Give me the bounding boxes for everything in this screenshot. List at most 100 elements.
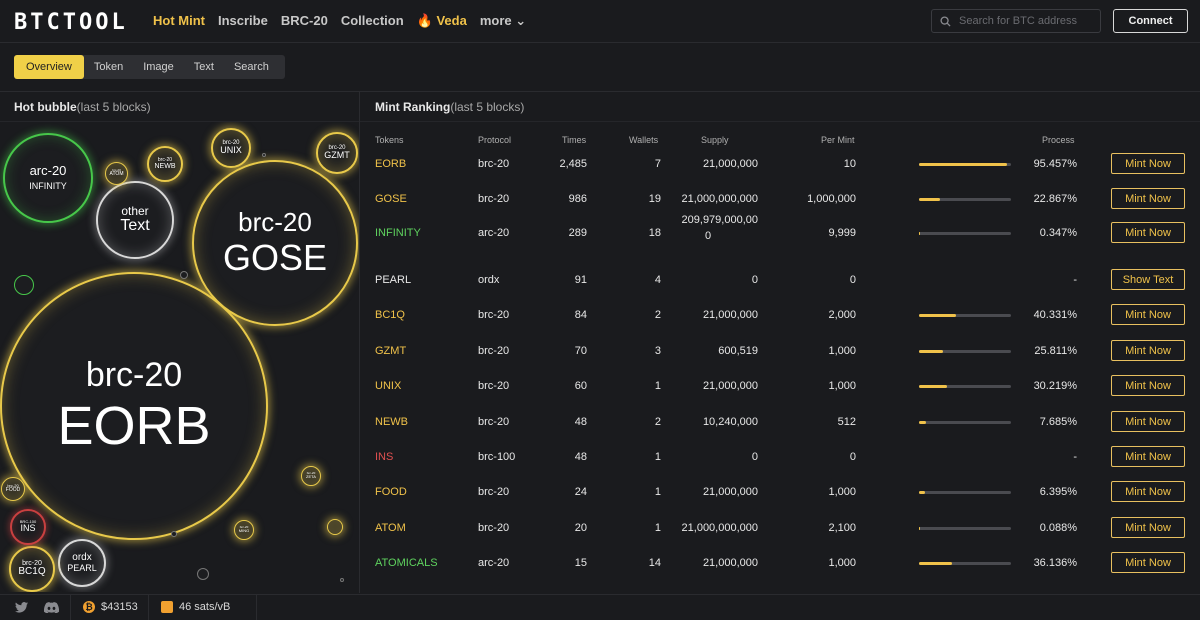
protocol-cell: brc-20 xyxy=(478,522,510,534)
mint-now-button[interactable]: Mint Now xyxy=(1111,375,1185,396)
mint-now-button[interactable]: Mint Now xyxy=(1111,446,1185,467)
tab-search[interactable]: Search xyxy=(233,61,269,73)
token-name[interactable]: GOSE xyxy=(375,193,407,205)
bubble-atom[interactable]: brc-20 ATOM xyxy=(105,162,128,185)
times-cell: 48 xyxy=(574,416,587,428)
token-name[interactable]: INFINITY xyxy=(375,227,421,239)
mint-now-button[interactable]: Mint Now xyxy=(1111,481,1185,502)
bubble-eorb[interactable]: brc-20 EORB xyxy=(0,272,268,540)
show-text-button[interactable]: Show Text xyxy=(1111,269,1185,290)
supply-cell: 21,000,000 xyxy=(702,557,758,569)
bubble-small[interactable] xyxy=(171,531,177,537)
mint-now-button[interactable]: Mint Now xyxy=(1111,411,1185,432)
token-name[interactable]: GZMT xyxy=(375,345,407,357)
bubble-text[interactable]: other Text xyxy=(96,181,174,259)
wallets-cell: 19 xyxy=(648,193,661,205)
bubble-bc1q[interactable]: brc-20 BC1Q xyxy=(9,546,55,592)
bubble-small[interactable] xyxy=(180,271,188,279)
divider xyxy=(0,121,359,122)
table-row: EORB brc-20 2,485 7 10 95.457% 21,000,000 Mint … xyxy=(360,147,1200,182)
bubble-small[interactable] xyxy=(14,275,34,295)
progress-fill xyxy=(919,562,953,565)
table-row: ATOMICALS arc-20 15 14 1,000 36.136% 21,000,00… xyxy=(360,546,1200,581)
bubble-gose[interactable]: brc-20 GOSE xyxy=(192,160,358,326)
token-name[interactable]: INS xyxy=(375,451,394,463)
bubble-small[interactable] xyxy=(327,519,343,535)
per-mint-cell: 0 xyxy=(849,274,856,286)
nav-more[interactable]: more ⌄ xyxy=(479,13,527,28)
progress-bar xyxy=(919,421,1011,424)
tab-overview[interactable]: Overview xyxy=(14,55,84,79)
hot-bubble-title-text: Hot bubble xyxy=(14,100,77,114)
bubble-protocol: brc-20 xyxy=(85,355,183,394)
bubble-name: INFINITY xyxy=(29,181,67,192)
bubble-small[interactable] xyxy=(262,153,266,157)
protocol-cell: brc-20 xyxy=(478,486,510,498)
discord-icon[interactable] xyxy=(44,602,59,613)
supply-cell-cont: 0 xyxy=(704,230,712,242)
bubble-name: EORB xyxy=(57,395,211,456)
token-name[interactable]: ATOM xyxy=(375,522,406,534)
mint-now-button[interactable]: Mint Now xyxy=(1111,340,1185,361)
bubble-food[interactable]: brc-20 FOOD xyxy=(1,477,25,501)
bubble-name: ATOM xyxy=(109,171,124,178)
token-name[interactable]: EORB xyxy=(375,158,407,170)
protocol-cell: brc-20 xyxy=(478,345,510,357)
logo[interactable]: BTCTOOL xyxy=(14,10,128,35)
tab-token[interactable]: Token xyxy=(93,61,124,73)
nav-hot-mint[interactable]: Hot Mint xyxy=(153,13,205,28)
bubble-name: Text xyxy=(120,217,150,235)
bubble-small[interactable] xyxy=(197,568,209,580)
bubble-protocol: brc-20 xyxy=(7,483,19,489)
token-name[interactable]: ATOMICALS xyxy=(375,557,438,569)
per-mint-cell: 1,000 xyxy=(828,557,856,569)
divider xyxy=(359,91,360,593)
bubble-newb[interactable]: brc-20 NEWB xyxy=(147,146,183,182)
bubble-infinity[interactable]: arc-20 INFINITY xyxy=(3,133,93,223)
search-input[interactable] xyxy=(959,15,1089,27)
token-name[interactable]: PEARL xyxy=(375,274,412,286)
footer: ₿ $43153 46 sats/vB xyxy=(0,594,1200,620)
tab-image[interactable]: Image xyxy=(143,61,174,73)
bubble-protocol: BRC-100 xyxy=(19,519,37,525)
btc-price-value: $43153 xyxy=(101,601,138,613)
divider xyxy=(360,121,1200,122)
bubble-ins[interactable]: BRC-100 INS xyxy=(10,509,46,545)
mint-now-button[interactable]: Mint Now xyxy=(1111,517,1185,538)
bubble-zeta[interactable]: brc-20 ZETA xyxy=(301,466,321,486)
mint-now-button[interactable]: Mint Now xyxy=(1111,153,1185,174)
process-cell: 22.867% xyxy=(1033,193,1077,205)
bubble-ming[interactable]: brc-20 MING xyxy=(234,520,254,540)
mint-now-button[interactable]: Mint Now xyxy=(1111,552,1185,573)
bubble-small[interactable] xyxy=(340,578,344,582)
divider xyxy=(148,595,149,620)
bubble-protocol: brc-20 xyxy=(238,207,312,238)
twitter-icon[interactable] xyxy=(15,602,28,613)
token-name[interactable]: BC1Q xyxy=(375,309,405,321)
bubble-protocol: brc-20 xyxy=(222,140,240,147)
mint-now-button[interactable]: Mint Now xyxy=(1111,304,1185,325)
mint-now-button[interactable]: Mint Now xyxy=(1111,188,1185,209)
nav-collection[interactable]: Collection xyxy=(340,13,404,28)
process-cell: 30.219% xyxy=(1033,380,1077,392)
nav-inscribe[interactable]: Inscribe xyxy=(217,13,268,28)
mint-now-button[interactable]: Mint Now xyxy=(1111,222,1185,243)
token-name[interactable]: NEWB xyxy=(375,416,408,428)
bubble-pearl[interactable]: ordx PEARL xyxy=(58,539,106,587)
bubble-unix[interactable]: brc-20 UNIX xyxy=(211,128,251,168)
token-name[interactable]: UNIX xyxy=(375,380,402,392)
nav-brc20[interactable]: BRC-20 xyxy=(280,13,328,28)
connect-button[interactable]: Connect xyxy=(1113,9,1188,33)
search-box[interactable] xyxy=(931,9,1101,33)
token-name[interactable]: FOOD xyxy=(375,486,407,498)
tab-text[interactable]: Text xyxy=(193,61,214,73)
process-cell: 6.395% xyxy=(1039,486,1077,498)
progress-bar xyxy=(919,314,1011,317)
hot-bubble-subtitle: (last 5 blocks) xyxy=(76,100,151,114)
nav-veda[interactable]: 🔥 Veda xyxy=(416,13,467,28)
bubble-gzmt[interactable]: brc-20 GZMT xyxy=(316,132,358,174)
bubble-protocol: brc-20 xyxy=(306,471,316,476)
per-mint-cell: 512 xyxy=(837,416,856,428)
times-cell: 84 xyxy=(574,309,587,321)
protocol-cell: brc-20 xyxy=(478,380,510,392)
